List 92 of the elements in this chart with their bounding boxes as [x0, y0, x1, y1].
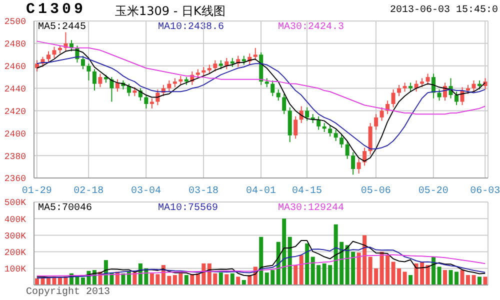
candlestick — [213, 60, 218, 72]
bar — [437, 266, 442, 285]
y-tick-label: 200K — [4, 248, 27, 258]
line-series — [36, 240, 486, 278]
bar — [294, 265, 298, 285]
y-tick-label: 2480 — [4, 40, 26, 50]
candlestick — [380, 106, 384, 122]
candlestick — [110, 76, 114, 102]
x-tick-label: 02-18 — [74, 186, 104, 198]
candlestick — [454, 91, 459, 106]
candlestick — [115, 78, 120, 92]
candlestick — [167, 80, 172, 92]
line-series — [36, 50, 486, 162]
candlestick — [86, 63, 91, 81]
y-tick-label: 2460 — [4, 62, 26, 72]
candlestick — [98, 73, 102, 88]
x-tick-label: 05-20 — [418, 186, 448, 198]
candlestick — [144, 94, 148, 109]
candlestick — [351, 152, 356, 176]
chart-title: C1309 — [26, 1, 86, 18]
bar — [483, 276, 488, 285]
candlestick — [276, 88, 280, 102]
y-tick-label: 300K — [4, 231, 27, 242]
bar — [224, 274, 229, 285]
bar — [408, 275, 413, 285]
x-tick-label: 06-03 — [470, 186, 500, 198]
candlestick — [362, 147, 367, 166]
bar — [288, 236, 292, 285]
bar — [305, 244, 310, 285]
x-tick-label: 03-04 — [131, 186, 162, 198]
line-series — [36, 254, 486, 276]
y-tick-label: 2420 — [4, 106, 26, 117]
bar — [402, 272, 407, 285]
y-tick-label: 500K — [4, 198, 27, 208]
y-tick-label: 2360 — [4, 174, 26, 184]
candlestick — [437, 88, 442, 102]
candlestick — [356, 158, 361, 174]
candlestick — [150, 98, 154, 109]
text: MA5:70046 — [38, 203, 94, 214]
candlestick — [374, 114, 378, 130]
candlestick — [340, 134, 344, 148]
bar — [472, 275, 476, 285]
bar — [230, 273, 234, 285]
bar — [184, 275, 188, 285]
candlestick — [316, 116, 321, 130]
series-label: MA5:2445 — [38, 22, 88, 33]
candlestick — [472, 80, 476, 92]
y-tick-label: 2440 — [4, 84, 26, 94]
y-tick-label: 100K — [4, 264, 27, 275]
x-tick-label: 04-15 — [292, 186, 322, 198]
bar — [443, 270, 448, 285]
bar — [478, 276, 482, 285]
candlestick — [126, 83, 131, 97]
candlestick — [253, 47, 258, 61]
bar — [236, 276, 240, 285]
candlestick — [270, 80, 275, 97]
candlestick — [334, 129, 338, 142]
bar — [299, 255, 304, 285]
candlestick — [328, 124, 332, 138]
y-tick-label: 400K — [4, 214, 27, 225]
candlestick — [282, 93, 286, 115]
candlestick — [426, 73, 430, 86]
candlestick — [92, 68, 96, 92]
bar — [426, 265, 430, 285]
x-tick-label: 03-18 — [188, 186, 219, 198]
line-series — [36, 40, 486, 115]
x-tick-label: 01-29 — [22, 186, 52, 198]
x-tick-label: 05-06 — [360, 186, 391, 198]
text: MA30:2424.3 — [278, 22, 346, 33]
y-tick-label: 2500 — [4, 17, 26, 28]
candlestick — [46, 50, 50, 63]
candlestick — [483, 78, 488, 90]
text: MA10:75569 — [158, 203, 220, 214]
text: Copyright 2013 — [26, 287, 110, 298]
bar — [218, 272, 223, 285]
candlestick — [391, 88, 396, 108]
candlestick — [305, 106, 310, 122]
text: MA10:2438.6 — [158, 22, 226, 33]
y-tick-label: 2380 — [4, 152, 26, 162]
line-series — [36, 246, 486, 279]
text: MA30:129244 — [278, 203, 346, 214]
x-tick-label: 04-01 — [246, 186, 276, 198]
bar — [242, 280, 246, 285]
candlestick — [294, 116, 298, 140]
bar — [259, 236, 264, 285]
candlestick — [80, 55, 85, 70]
chart-subtitle: 玉米1309 - 日K线图 — [115, 3, 226, 20]
candlestick — [397, 84, 402, 97]
candlestick — [345, 140, 350, 160]
candlestick — [52, 46, 56, 59]
y-tick-label: 2400 — [4, 129, 26, 140]
text: 2013-06-03 15:45:0 — [390, 5, 498, 16]
